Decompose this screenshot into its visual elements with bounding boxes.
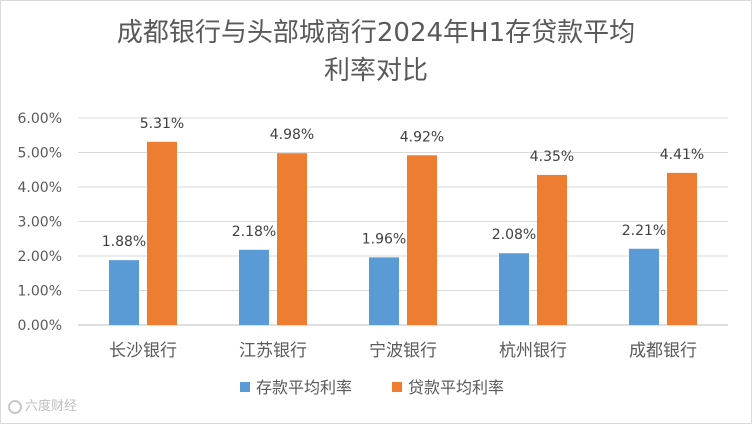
bar	[109, 260, 139, 325]
bar	[147, 141, 177, 325]
legend-label: 贷款平均利率	[408, 378, 504, 397]
legend-swatch	[392, 382, 402, 392]
bar	[277, 153, 307, 325]
x-tick-label: 宁波银行	[369, 341, 437, 361]
bar	[629, 248, 659, 325]
chart-title: 成都银行与头部城商行2024年H1存贷款平均 利率对比	[0, 14, 752, 90]
y-tick-label: 3.00%	[18, 215, 62, 231]
data-label: 2.18%	[232, 224, 276, 240]
watermark: 六度财经	[8, 398, 77, 416]
data-label: 4.98%	[270, 127, 314, 143]
x-tick-label: 江苏银行	[239, 341, 307, 361]
watermark-logo-icon	[8, 400, 22, 414]
bar	[407, 155, 437, 325]
legend-swatch	[240, 382, 250, 392]
data-label: 2.21%	[622, 223, 666, 239]
chart-title-line1: 成都银行与头部城商行2024年H1存贷款平均	[116, 18, 636, 48]
bar	[537, 174, 567, 325]
data-label: 4.35%	[530, 149, 574, 165]
x-tick-label: 长沙银行	[109, 341, 177, 361]
y-tick-label: 2.00%	[18, 249, 62, 265]
legend-label: 存款平均利率	[256, 378, 352, 397]
x-tick-label: 成都银行	[629, 341, 697, 361]
data-label: 5.31%	[140, 116, 184, 132]
y-tick-label: 4.00%	[18, 180, 62, 196]
data-label: 1.96%	[362, 231, 406, 247]
x-tick-label: 杭州银行	[499, 341, 567, 361]
y-tick-label: 5.00%	[18, 146, 62, 162]
y-tick-label: 6.00%	[18, 111, 62, 127]
bar	[499, 253, 529, 325]
y-tick-label: 0.00%	[18, 318, 62, 334]
y-tick-label: 1.00%	[18, 284, 62, 300]
bar	[667, 172, 697, 325]
bar	[239, 249, 269, 325]
data-label: 2.08%	[492, 227, 536, 243]
chart-title-line2: 利率对比	[323, 56, 428, 86]
data-label: 4.92%	[400, 129, 444, 145]
data-label: 1.88%	[102, 234, 146, 250]
watermark-text: 六度财经	[25, 399, 78, 414]
data-label: 4.41%	[660, 147, 704, 163]
bar	[369, 257, 399, 325]
